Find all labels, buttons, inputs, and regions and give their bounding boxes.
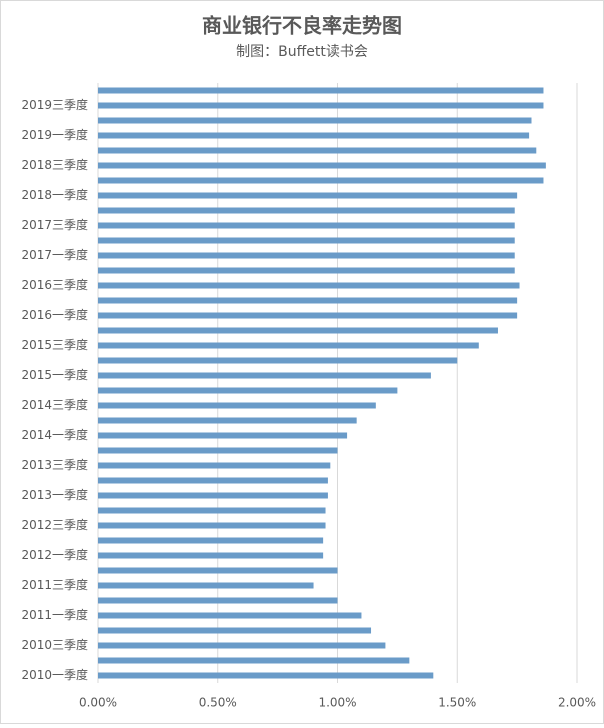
- bar: [98, 597, 338, 604]
- bar: [98, 267, 515, 274]
- y-tick-label: 2019一季度: [21, 127, 88, 142]
- bar: [98, 507, 326, 514]
- y-tick-label: 2013一季度: [21, 487, 88, 502]
- bar: [98, 402, 376, 409]
- bar: [98, 642, 386, 649]
- bar: [98, 672, 434, 679]
- y-tick-label: 2013三季度: [21, 457, 88, 472]
- y-tick-label: 2015一季度: [21, 367, 88, 382]
- bar: [98, 237, 515, 244]
- bar: [98, 537, 324, 544]
- bar: [98, 282, 520, 289]
- bar: [98, 432, 348, 439]
- bar: [98, 582, 314, 589]
- bar: [98, 252, 515, 259]
- bar: [98, 162, 546, 169]
- bar: [98, 492, 328, 499]
- x-tick-label: 0.00%: [79, 696, 117, 710]
- y-tick-label: 2017一季度: [21, 247, 88, 262]
- y-tick-label: 2015三季度: [21, 337, 88, 352]
- chart-subtitle: 制图：Buffett读书会: [236, 43, 368, 60]
- bar: [98, 387, 398, 394]
- y-tick-label: 2011三季度: [21, 577, 88, 592]
- x-tick-label: 1.00%: [318, 696, 356, 710]
- bar: [98, 657, 410, 664]
- bar: [98, 327, 498, 334]
- bar: [98, 297, 518, 304]
- bar: [98, 462, 331, 469]
- y-tick-label: 2010三季度: [21, 637, 88, 652]
- bar: [98, 552, 324, 559]
- bar: [98, 357, 458, 364]
- bar: [98, 447, 338, 454]
- y-tick-label: 2012三季度: [21, 517, 88, 532]
- bar: [98, 207, 515, 214]
- bar: [98, 132, 530, 139]
- x-tick-label: 2.00%: [558, 696, 596, 710]
- x-tick-label: 1.50%: [438, 696, 476, 710]
- y-tick-label: 2017三季度: [21, 217, 88, 232]
- bar: [98, 627, 372, 634]
- y-tick-label: 2016三季度: [21, 277, 88, 292]
- y-tick-label: 2018一季度: [21, 187, 88, 202]
- y-tick-label: 2018三季度: [21, 157, 88, 172]
- x-tick-label: 0.50%: [199, 696, 237, 710]
- bar: [98, 117, 532, 124]
- bar: [98, 567, 338, 574]
- bar: [98, 222, 515, 229]
- y-tick-label: 2010一季度: [21, 667, 88, 682]
- bar: [98, 312, 518, 319]
- chart-title: 商业银行不良率走势图: [202, 14, 402, 38]
- y-tick-label: 2019三季度: [21, 97, 88, 112]
- bar: [98, 87, 544, 94]
- bar: [98, 192, 518, 199]
- bar: [98, 147, 537, 154]
- y-tick-label: 2016一季度: [21, 307, 88, 322]
- bar: [98, 522, 326, 529]
- bar: [98, 342, 479, 349]
- bar: [98, 177, 544, 184]
- bar: [98, 477, 328, 484]
- y-tick-label: 2014三季度: [21, 397, 88, 412]
- bar: [98, 102, 544, 109]
- y-tick-label: 2011一季度: [21, 607, 88, 622]
- y-tick-label: 2012一季度: [21, 547, 88, 562]
- y-tick-label: 2014一季度: [21, 427, 88, 442]
- bar: [98, 612, 362, 619]
- bar: [98, 417, 357, 424]
- bar: [98, 372, 431, 379]
